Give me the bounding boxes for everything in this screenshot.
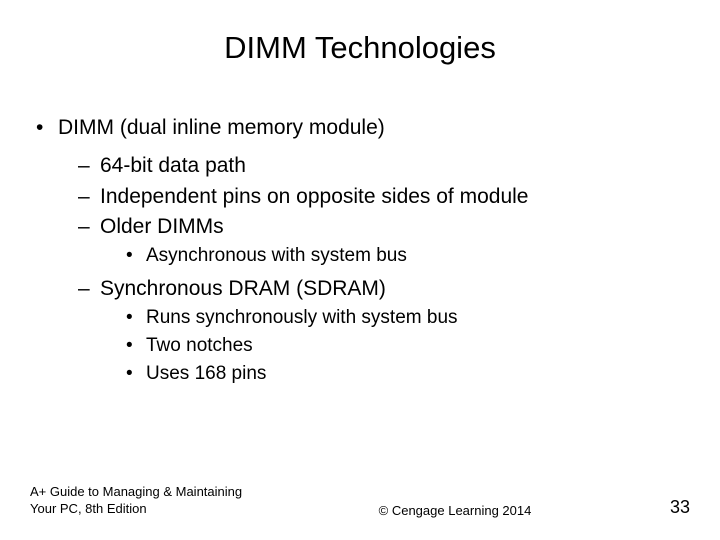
- bullet-l2: Older DIMMs: [78, 213, 690, 241]
- footer-left: A+ Guide to Managing & Maintaining Your …: [30, 484, 280, 518]
- footer-book-edition: Your PC, 8th Edition: [30, 501, 280, 518]
- bullet-l3: Two notches: [126, 333, 690, 359]
- bullet-l2: Independent pins on opposite sides of mo…: [78, 183, 690, 211]
- bullet-l1: DIMM (dual inline memory module): [36, 114, 690, 142]
- slide-content: DIMM (dual inline memory module) 64-bit …: [30, 114, 690, 386]
- bullet-text: Independent pins on opposite sides of mo…: [100, 185, 528, 208]
- slide: DIMM Technologies DIMM (dual inline memo…: [0, 0, 720, 540]
- footer-page-number: 33: [630, 497, 690, 518]
- bullet-text: Older DIMMs: [100, 215, 224, 238]
- bullet-text: Uses 168 pins: [146, 363, 266, 384]
- bullet-l2: 64-bit data path: [78, 152, 690, 180]
- bullet-text: 64-bit data path: [100, 154, 246, 177]
- bullet-l3: Uses 168 pins: [126, 361, 690, 387]
- bullet-text: Two notches: [146, 335, 253, 356]
- bullet-l3: Runs synchronously with system bus: [126, 305, 690, 331]
- bullet-text: Synchronous DRAM (SDRAM): [100, 277, 386, 300]
- bullet-text: DIMM (dual inline memory module): [58, 116, 385, 139]
- bullet-l2: Synchronous DRAM (SDRAM): [78, 275, 690, 303]
- footer-copyright: © Cengage Learning 2014: [280, 503, 630, 518]
- bullet-text: Asynchronous with system bus: [146, 245, 407, 266]
- footer-book-title: A+ Guide to Managing & Maintaining: [30, 484, 280, 501]
- bullet-l3: Asynchronous with system bus: [126, 243, 690, 269]
- slide-title: DIMM Technologies: [30, 30, 690, 66]
- bullet-text: Runs synchronously with system bus: [146, 307, 458, 328]
- slide-footer: A+ Guide to Managing & Maintaining Your …: [30, 484, 690, 518]
